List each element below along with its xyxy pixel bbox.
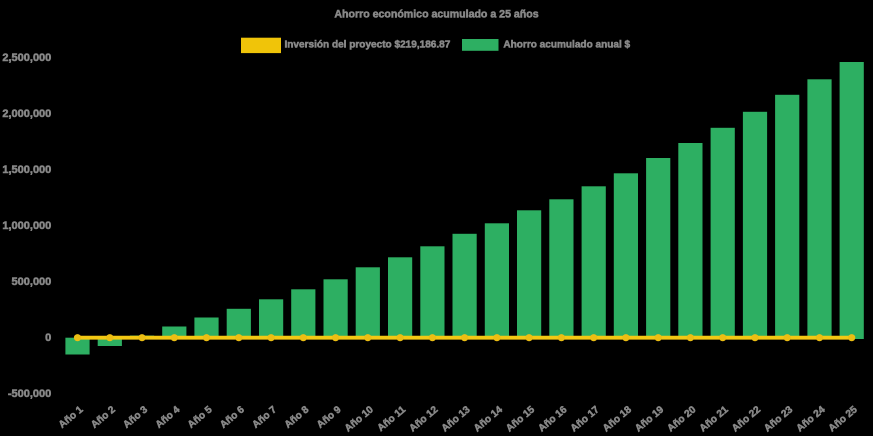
svg-text:-500,000: -500,000 <box>8 388 51 400</box>
svg-text:Inversión del proyecto $219,18: Inversión del proyecto $219,186.87 <box>285 40 451 51</box>
svg-text:1,000,000: 1,000,000 <box>2 220 51 232</box>
svg-text:1,500,000: 1,500,000 <box>2 164 51 176</box>
svg-text:Ahorro acumulado anual $: Ahorro acumulado anual $ <box>503 40 630 51</box>
svg-text:0: 0 <box>45 332 51 344</box>
svg-text:500,000: 500,000 <box>12 276 52 288</box>
svg-text:Ahorro económico acumulado a 2: Ahorro económico acumulado a 25 años <box>334 9 538 21</box>
svg-text:2,500,000: 2,500,000 <box>2 52 51 64</box>
svg-text:2,000,000: 2,000,000 <box>2 108 51 120</box>
